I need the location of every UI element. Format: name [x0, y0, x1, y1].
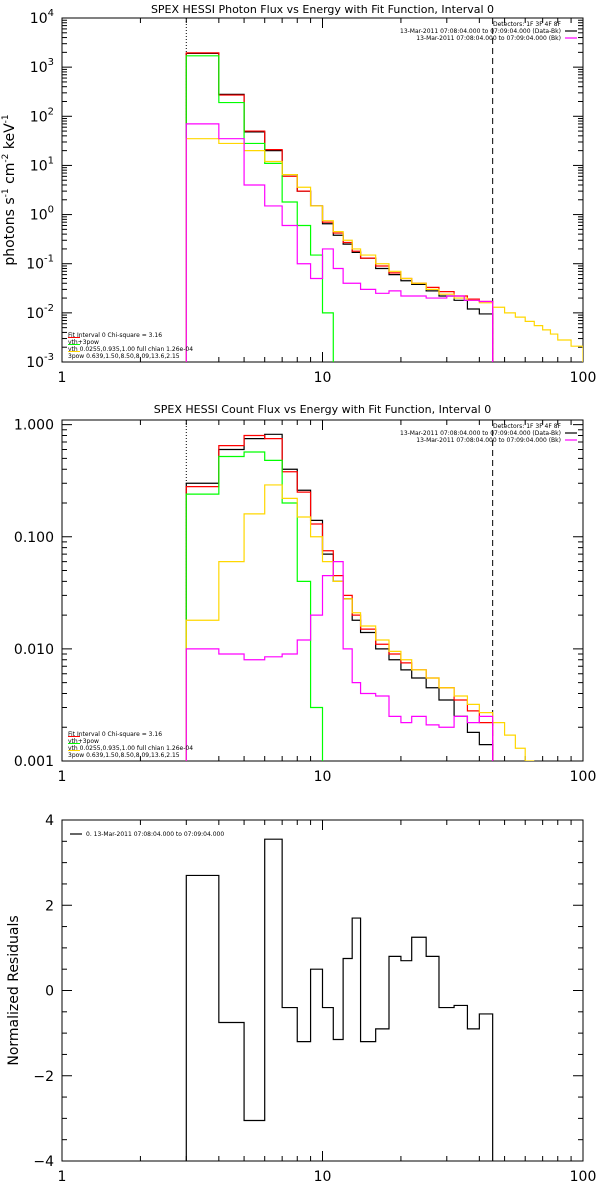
y-tick-label: 0.100 — [14, 530, 54, 546]
y-axis: 10-3 10-2 10-1 100 101 102 103 104 — [26, 8, 583, 371]
y-axis: −4 −2 0 2 4 — [33, 813, 583, 1170]
y-tick-label: 10-1 — [26, 254, 54, 273]
x-tick-label: 1 — [58, 370, 67, 386]
legend-entry: Detectors: 1F 3F 4F 8F — [493, 21, 562, 28]
legend-entry: vth+3pow — [68, 738, 99, 745]
legend-entry: Fit Interval 0 Chi-square = 3.16 — [68, 731, 162, 738]
legend-bottom-left: Fit Interval 0 Chi-square = 3.16vth+3pow… — [68, 332, 193, 360]
y-tick-label: 0.001 — [14, 754, 54, 770]
x-tick-label: 10 — [314, 370, 332, 386]
y-axis-label: photons s-1 cm-2 keV-1 — [1, 114, 18, 265]
series-group — [185, 52, 583, 362]
series-line-4 — [185, 484, 535, 761]
legend-top-left: 0. 13-Mar-2011 07:08:04.000 to 07:09:04.… — [70, 831, 224, 838]
y-tick-label: 10-2 — [26, 303, 54, 322]
y-tick-label: 0 — [45, 984, 54, 1000]
chart-3: 1 10 100 −4 −2 0 2 4 Normalized Residuals 0. 13-M… — [6, 813, 596, 1185]
y-axis: 0.001 0.010 0.100 1.000 — [14, 418, 583, 770]
y-tick-label: 104 — [30, 8, 54, 27]
series-line-5 — [185, 561, 494, 761]
legend-entry: 13-Mar-2011 07:08:04.000 to 07:09:04.000… — [400, 430, 561, 437]
x-axis: 1 10 100 — [58, 18, 597, 386]
series-line-4 — [185, 138, 583, 362]
series-line-3 — [185, 451, 324, 761]
y-tick-label: 10-3 — [26, 352, 54, 371]
y-tick-label: 0.010 — [14, 642, 54, 658]
y-tick-label: 101 — [30, 155, 54, 174]
series-line-5 — [185, 123, 494, 362]
x-tick-label: 10 — [314, 1169, 332, 1185]
legend-entry: Detectors: 1F 3F 4F 8F — [493, 423, 562, 430]
series-line-2 — [185, 434, 494, 761]
legend-entry: 13-Mar-2011 07:08:04.000 to 07:09:04.000… — [400, 28, 561, 35]
y-tick-label: −4 — [33, 1154, 54, 1170]
legend-entry: vth+3pow — [68, 339, 99, 346]
chart-title: SPEX HESSI Photon Flux vs Energy with Fi… — [151, 3, 494, 16]
series-line-1 — [185, 433, 494, 761]
y-tick-label: 103 — [30, 57, 54, 76]
legend-entry: 0. 13-Mar-2011 07:08:04.000 to 07:09:04.… — [86, 831, 224, 838]
legend-bottom-left: Fit Interval 0 Chi-square = 3.16vth+3pow… — [68, 731, 193, 759]
series-line-1 — [185, 52, 494, 362]
legend-entry: 13-Mar-2011 07:08:04.000 to 07:09:04.000… — [416, 437, 561, 444]
y-axis-label: Normalized Residuals — [6, 915, 22, 1065]
chart-2: SPEX HESSI Count Flux vs Energy with Fit… — [14, 403, 596, 785]
series-group — [185, 838, 494, 1161]
legend-entry: vth 0.0255,0.935,1.00 full chian 1.26e-0… — [68, 346, 193, 353]
series-line-2 — [185, 52, 494, 362]
chart-1: SPEX HESSI Photon Flux vs Energy with Fi… — [1, 3, 596, 386]
series-line-1 — [185, 838, 494, 1161]
x-tick-label: 1 — [58, 769, 67, 785]
x-axis: 1 10 100 — [58, 420, 597, 785]
legend-entry: 13-Mar-2011 07:08:04.000 to 07:09:04.000… — [416, 35, 561, 42]
y-tick-label: −2 — [33, 1069, 54, 1085]
legend-entry: vth 0.0255,0.935,1.00 full chian 1.26e-0… — [68, 745, 193, 752]
x-tick-label: 100 — [570, 370, 597, 386]
y-tick-label: 102 — [30, 106, 54, 125]
x-axis: 1 10 100 — [58, 820, 597, 1185]
x-tick-label: 100 — [570, 769, 597, 785]
x-tick-label: 1 — [58, 1169, 67, 1185]
legend-entry: Fit Interval 0 Chi-square = 3.16 — [68, 332, 162, 339]
y-tick-label: 4 — [45, 813, 54, 829]
legend-entry: 3pow 0.639,1.50,8.50,8.09,13.6,2.15 — [68, 752, 180, 759]
x-tick-label: 10 — [314, 769, 332, 785]
series-line-3 — [185, 55, 334, 362]
chart-title: SPEX HESSI Count Flux vs Energy with Fit… — [154, 403, 491, 416]
series-group — [185, 433, 535, 761]
y-tick-label: 100 — [30, 205, 54, 224]
x-tick-label: 100 — [570, 1169, 597, 1185]
y-tick-label: 2 — [45, 898, 54, 914]
legend-entry: 3pow 0.639,1.50,8.50,8.09,13.6,2.15 — [68, 353, 180, 360]
y-tick-label: 1.000 — [14, 418, 54, 434]
